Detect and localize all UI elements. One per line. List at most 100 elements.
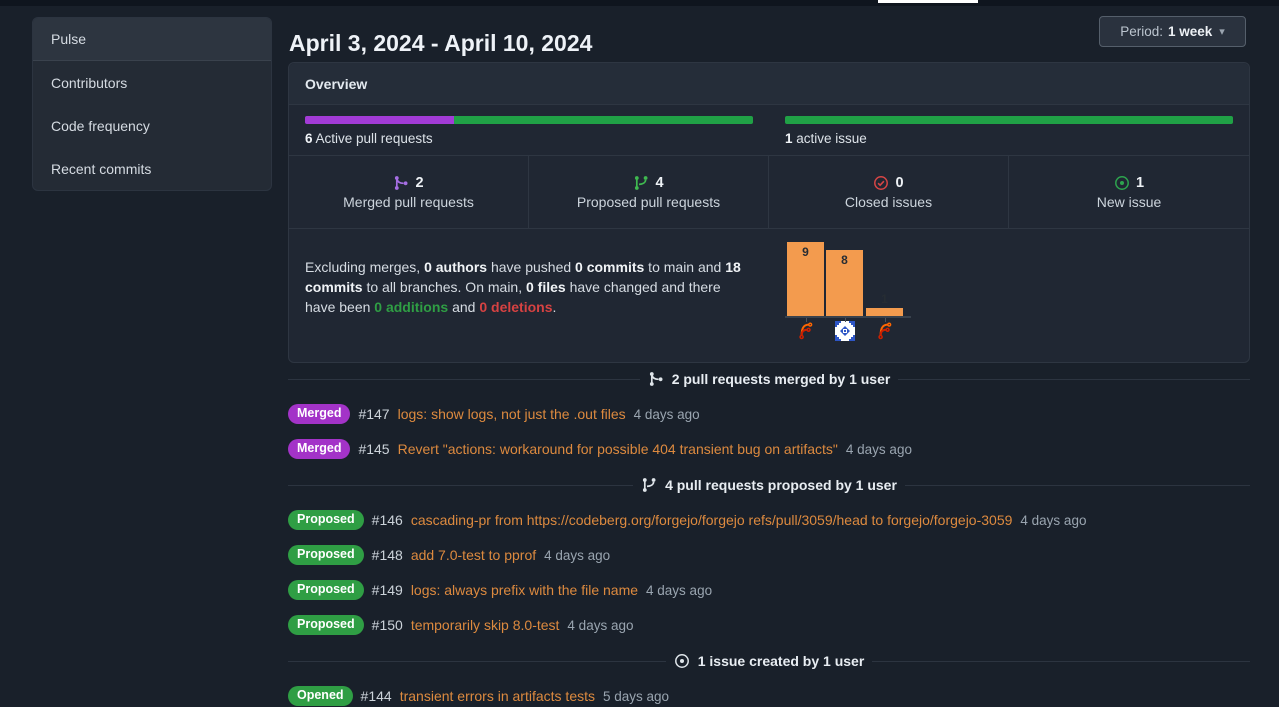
sidebar-item-contributors[interactable]: Contributors bbox=[51, 74, 128, 91]
issue-title-link[interactable]: transient errors in artifacts tests bbox=[399, 688, 595, 704]
stat-label: Closed issues bbox=[844, 193, 933, 210]
timestamp: 4 days ago bbox=[544, 547, 611, 563]
identicon-avatar[interactable] bbox=[835, 321, 855, 341]
stat-count: 0 bbox=[895, 174, 904, 191]
issue-open-icon bbox=[1114, 175, 1130, 191]
progress-bars-row: 6 Active pull requests 1 active issue bbox=[289, 105, 1249, 155]
chart-bar bbox=[866, 308, 903, 316]
pr-list-item: Proposed #150 temporarily skip 8.0-test … bbox=[288, 614, 1250, 636]
chart-bar bbox=[826, 250, 863, 316]
issue-number: #144 bbox=[360, 688, 392, 704]
timestamp: 4 days ago bbox=[1020, 512, 1087, 528]
pr-number: #146 bbox=[371, 512, 403, 528]
section-title: 1 issue created by 1 user bbox=[697, 653, 865, 669]
active-pr-count: 6 bbox=[305, 131, 313, 146]
stat-proposed-prs[interactable]: 4 Proposed pull requests bbox=[529, 156, 769, 228]
activity-feed: 2 pull requests merged by 1 user Merged … bbox=[288, 368, 1251, 707]
chart-tick bbox=[805, 318, 807, 322]
git-branch-icon bbox=[633, 174, 649, 191]
issue-progress-green bbox=[785, 116, 1233, 124]
pr-number: #149 bbox=[371, 582, 403, 598]
chevron-down-icon: ▾ bbox=[1219, 26, 1225, 38]
active-pr-progressbar bbox=[305, 116, 753, 124]
stat-merged-prs[interactable]: 2 Merged pull requests bbox=[289, 156, 529, 228]
pr-title-link[interactable]: Revert "actions: workaround for possible… bbox=[397, 441, 838, 457]
section-title: 2 pull requests merged by 1 user bbox=[671, 371, 891, 387]
chart-tick bbox=[884, 318, 886, 322]
stat-new-issues[interactable]: 1 New issue bbox=[1009, 156, 1249, 228]
divider bbox=[288, 484, 634, 486]
divider bbox=[898, 378, 1251, 380]
pr-number: #150 bbox=[371, 617, 403, 633]
status-badge: Proposed bbox=[288, 580, 364, 600]
active-issue-progressbar bbox=[785, 116, 1233, 124]
pr-title-link[interactable]: logs: always prefix with the file name bbox=[410, 582, 639, 598]
page-title: April 3, 2024 - April 10, 2024 bbox=[289, 30, 593, 57]
pr-progress-green bbox=[454, 116, 753, 124]
status-badge: Proposed bbox=[288, 615, 364, 635]
pr-list-item: Merged #145 Revert "actions: workaround … bbox=[288, 438, 1250, 460]
chart-axis-line bbox=[785, 316, 911, 318]
stat-label: New issue bbox=[1096, 193, 1162, 210]
active-pr-label: 6 Active pull requests bbox=[305, 131, 753, 146]
active-pr-text: Active pull requests bbox=[315, 131, 433, 146]
issues-section-header: 1 issue created by 1 user bbox=[288, 650, 1251, 672]
status-badge: Opened bbox=[288, 686, 353, 706]
pr-progress-purple bbox=[305, 116, 455, 124]
commit-activity-chart: 9 8 1 bbox=[769, 229, 1249, 362]
status-badge: Merged bbox=[288, 404, 351, 424]
sidebar-item-pulse[interactable]: Pulse bbox=[33, 18, 271, 61]
chart-bar-value: 1 bbox=[881, 292, 888, 306]
forgejo-logo-avatar[interactable] bbox=[874, 321, 894, 341]
status-badge: Proposed bbox=[288, 510, 364, 530]
git-branch-icon bbox=[641, 477, 657, 493]
top-navbar-strip bbox=[0, 0, 1279, 6]
summary-text: Excluding merges, 0 authors have pushed … bbox=[305, 259, 741, 315]
timestamp: 4 days ago bbox=[845, 441, 912, 457]
status-badge: Merged bbox=[288, 439, 351, 459]
sidebar-item-recent-commits[interactable]: Recent commits bbox=[51, 160, 152, 177]
stat-count: 2 bbox=[415, 174, 424, 191]
pr-title-link[interactable]: add 7.0-test to pprof bbox=[410, 547, 537, 563]
stat-label: Merged pull requests bbox=[343, 193, 474, 210]
pr-title-link[interactable]: cascading-pr from https://codeberg.org/f… bbox=[410, 512, 1013, 528]
forgejo-logo-avatar[interactable] bbox=[795, 321, 815, 341]
timestamp: 4 days ago bbox=[567, 617, 634, 633]
pr-title-link[interactable]: logs: show logs, not just the .out files bbox=[397, 406, 626, 422]
pulse-sidebar-menu: Pulse Contributors Code frequency Recent… bbox=[32, 17, 272, 191]
chart-bar-value: 9 bbox=[802, 245, 809, 259]
stat-closed-issues[interactable]: 0 Closed issues bbox=[769, 156, 1009, 228]
issue-closed-icon bbox=[873, 175, 889, 191]
overview-panel: Overview 6 Active pull requests 1 active… bbox=[288, 62, 1250, 363]
status-badge: Proposed bbox=[288, 545, 364, 565]
overview-header: Overview bbox=[289, 63, 1249, 105]
pr-list-item: Proposed #148 add 7.0-test to pprof 4 da… bbox=[288, 544, 1250, 566]
timestamp: 4 days ago bbox=[633, 406, 700, 422]
issue-list-item: Opened #144 transient errors in artifact… bbox=[288, 685, 1250, 707]
sidebar-item-code-frequency[interactable]: Code frequency bbox=[51, 117, 150, 134]
active-pr-cell: 6 Active pull requests bbox=[289, 105, 769, 155]
pr-number: #148 bbox=[371, 547, 403, 563]
git-merge-icon bbox=[393, 174, 409, 191]
period-value: 1 week bbox=[1167, 24, 1213, 39]
issue-open-icon bbox=[674, 653, 690, 669]
period-dropdown-button[interactable]: Period: 1 week ▾ bbox=[1099, 16, 1246, 47]
active-issue-count: 1 bbox=[785, 131, 793, 146]
active-issue-cell: 1 active issue bbox=[769, 105, 1249, 155]
stat-count: 1 bbox=[1135, 174, 1145, 191]
chart-bar bbox=[787, 242, 824, 316]
pr-list-item: Merged #147 logs: show logs, not just th… bbox=[288, 403, 1250, 425]
merged-section-header: 2 pull requests merged by 1 user bbox=[288, 368, 1251, 390]
summary-row: Excluding merges, 0 authors have pushed … bbox=[289, 229, 1249, 362]
active-issue-label: 1 active issue bbox=[785, 131, 1233, 146]
active-tab-underline bbox=[878, 0, 978, 3]
pr-list-item: Proposed #146 cascading-pr from https://… bbox=[288, 509, 1250, 531]
pr-number: #145 bbox=[358, 441, 390, 457]
pr-title-link[interactable]: temporarily skip 8.0-test bbox=[410, 617, 560, 633]
chart-bar-value: 8 bbox=[841, 253, 848, 267]
chart-tick bbox=[844, 318, 846, 322]
active-issue-text: active issue bbox=[796, 131, 867, 146]
git-merge-icon bbox=[648, 371, 664, 387]
stat-label: Proposed pull requests bbox=[576, 193, 721, 210]
overview-title: Overview bbox=[305, 75, 368, 92]
